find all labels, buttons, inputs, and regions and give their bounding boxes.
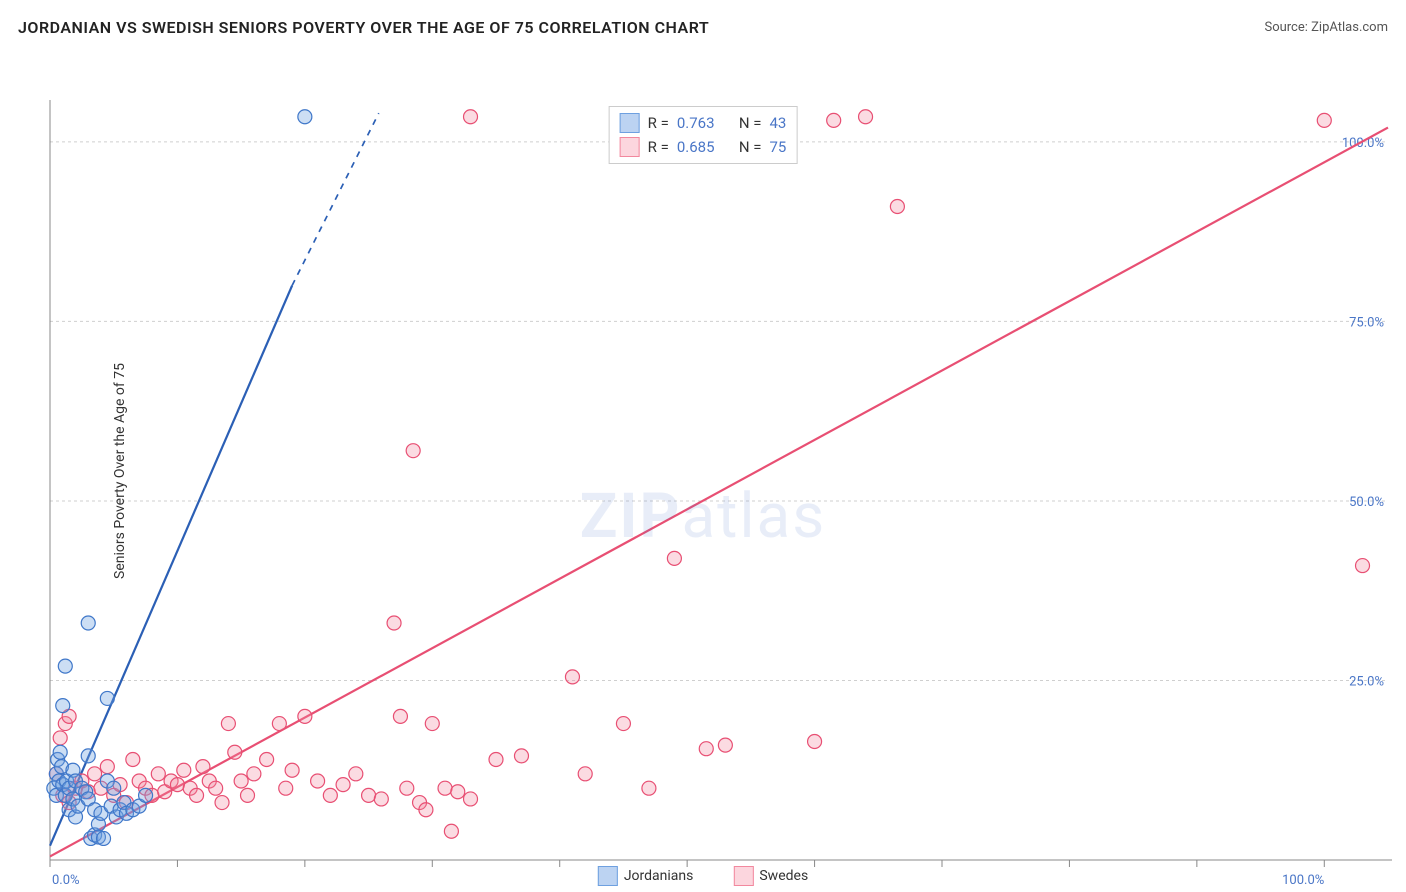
data-point xyxy=(81,616,95,630)
data-point xyxy=(464,110,478,124)
chart-header: JORDANIAN VS SWEDISH SENIORS POVERTY OVE… xyxy=(18,18,1388,37)
data-point xyxy=(400,781,414,795)
legend: Jordanians Swedes xyxy=(598,866,808,886)
data-point xyxy=(718,738,732,752)
stat-row: R =0.685N =75 xyxy=(620,135,787,159)
data-point xyxy=(349,767,363,781)
data-point xyxy=(56,699,70,713)
data-point xyxy=(425,717,439,731)
data-point xyxy=(642,781,656,795)
chart-source: Source: ZipAtlas.com xyxy=(1264,20,1388,35)
data-point xyxy=(514,749,528,763)
data-point xyxy=(247,767,261,781)
data-point xyxy=(285,763,299,777)
series-swatch xyxy=(733,866,753,886)
data-point xyxy=(489,752,503,766)
data-point xyxy=(126,752,140,766)
data-point xyxy=(272,717,286,731)
data-point xyxy=(58,659,72,673)
data-point xyxy=(139,788,153,802)
stat-row: R =0.763N =43 xyxy=(620,111,787,135)
data-point xyxy=(699,742,713,756)
data-point xyxy=(890,200,904,214)
chart-title: JORDANIAN VS SWEDISH SENIORS POVERTY OVE… xyxy=(18,18,709,37)
data-point xyxy=(151,767,165,781)
data-point xyxy=(196,760,210,774)
data-point xyxy=(336,778,350,792)
data-point xyxy=(100,760,114,774)
data-point xyxy=(667,551,681,565)
data-point xyxy=(190,788,204,802)
data-point xyxy=(298,709,312,723)
series-swatch xyxy=(598,866,618,886)
data-point xyxy=(419,803,433,817)
data-point xyxy=(215,796,229,810)
data-point xyxy=(100,691,114,705)
svg-text:25.0%: 25.0% xyxy=(1349,674,1384,689)
legend-item: Swedes xyxy=(733,866,808,886)
data-point xyxy=(311,774,325,788)
svg-text:0.0%: 0.0% xyxy=(52,873,80,888)
data-point xyxy=(298,110,312,124)
data-point xyxy=(107,781,121,795)
data-point xyxy=(578,767,592,781)
data-point xyxy=(444,824,458,838)
data-point xyxy=(1356,559,1370,573)
data-point xyxy=(53,731,67,745)
data-point xyxy=(241,788,255,802)
data-point xyxy=(387,616,401,630)
data-point xyxy=(451,785,465,799)
data-point xyxy=(279,781,293,795)
data-point xyxy=(438,781,452,795)
data-point xyxy=(260,752,274,766)
svg-text:75.0%: 75.0% xyxy=(1349,315,1384,330)
data-point xyxy=(221,717,235,731)
data-point xyxy=(808,735,822,749)
legend-label: Jordanians xyxy=(624,868,694,884)
data-point xyxy=(406,444,420,458)
legend-label: Swedes xyxy=(759,868,808,884)
scatter-chart: 0.0%100.0%25.0%50.0%75.0%100.0% xyxy=(0,50,1406,892)
data-point xyxy=(616,717,630,731)
data-point xyxy=(81,749,95,763)
data-point xyxy=(1317,113,1331,127)
series-swatch xyxy=(620,113,640,133)
svg-text:50.0%: 50.0% xyxy=(1349,495,1384,510)
chart-area: Seniors Poverty Over the Age of 75 0.0% 1… xyxy=(0,50,1406,892)
data-point xyxy=(177,763,191,777)
data-point xyxy=(234,774,248,788)
data-point xyxy=(88,767,102,781)
y-axis-label: Seniors Poverty Over the Age of 75 xyxy=(112,363,128,579)
data-point xyxy=(323,788,337,802)
data-point xyxy=(228,745,242,759)
data-point xyxy=(53,745,67,759)
data-point xyxy=(565,670,579,684)
data-point xyxy=(827,113,841,127)
data-point xyxy=(209,781,223,795)
stat-box: R =0.763N =43R =0.685N =75 xyxy=(609,106,798,164)
legend-item: Jordanians xyxy=(598,866,694,886)
data-point xyxy=(374,792,388,806)
data-point xyxy=(393,709,407,723)
data-point xyxy=(362,788,376,802)
data-point xyxy=(170,778,184,792)
svg-text:100.0%: 100.0% xyxy=(1282,873,1324,888)
data-point xyxy=(97,831,111,845)
data-point xyxy=(859,110,873,124)
series-swatch xyxy=(620,137,640,157)
data-point xyxy=(464,792,478,806)
